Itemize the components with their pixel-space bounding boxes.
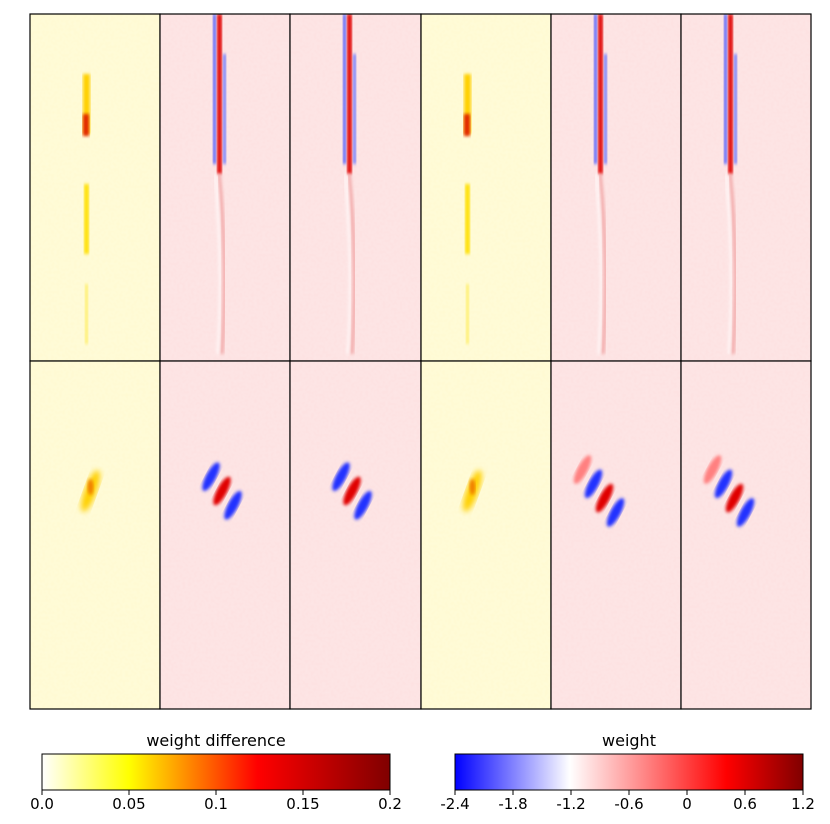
receptive-field [213, 14, 226, 355]
colorbar-tick-label: -1.8 [498, 795, 528, 813]
heatmap-panel-r1-c3 [289, 13, 422, 362]
heatmap-panel-r1-c1 [29, 13, 161, 362]
colorbar-tick-label: 0.1 [204, 795, 228, 813]
panel-grid [29, 13, 812, 710]
colorbar-difference [41, 753, 391, 795]
receptive-field [703, 455, 755, 527]
heatmap-panel-r2-c5 [550, 360, 682, 710]
panel-noise [30, 361, 160, 709]
receptive-field [83, 74, 90, 344]
colorbar-tick-label: 0.0 [30, 795, 54, 813]
heatmap-panel-r1-c5 [550, 13, 682, 362]
panel-noise [290, 361, 421, 709]
colorbar-title-weight: weight [602, 731, 656, 750]
colorbar-tick-label: 0.6 [733, 795, 757, 813]
panel-noise [421, 14, 551, 361]
receptive-field [332, 462, 372, 520]
panel-noise [681, 14, 811, 361]
colorbar-tick-label: -1.2 [556, 795, 586, 813]
heatmap-panel-r1-c4 [420, 13, 552, 362]
panel-noise [551, 14, 681, 361]
panel-noise [30, 14, 160, 361]
panel-border [680, 360, 812, 710]
receptive-field [464, 74, 471, 344]
receptive-field [81, 470, 100, 512]
heatmap-panel-r2-c2 [159, 360, 291, 710]
heatmap-panel-r2-c4 [420, 360, 552, 710]
colorbar-tick-label: 1.2 [791, 795, 815, 813]
heatmap-panel-r2-c3 [289, 360, 422, 710]
colorbar-gradient [454, 753, 804, 791]
colorbar-tick-label: 0.15 [286, 795, 320, 813]
heatmap-panel-r2-c6 [680, 360, 812, 710]
receptive-field [724, 14, 737, 355]
receptive-field [343, 14, 356, 355]
receptive-field [202, 462, 242, 520]
heatmap-panel-r2-c1 [29, 360, 161, 710]
panel-noise [421, 361, 551, 709]
colorbar-tick-label: -2.4 [440, 795, 470, 813]
colorbar-tick-label: 0.05 [112, 795, 146, 813]
colorbar-tick-label: 0 [682, 795, 692, 813]
heatmap-panel-r1-c2 [159, 13, 291, 362]
receptive-field [462, 470, 482, 512]
colorbar-gradient [41, 753, 391, 791]
colorbar-weight [454, 753, 804, 795]
colorbars [41, 753, 804, 795]
receptive-field [573, 455, 625, 527]
colorbar-tick-label: -0.6 [614, 795, 644, 813]
receptive-field [594, 14, 607, 355]
colorbar-title-difference: weight difference [146, 731, 286, 750]
colorbar-tick-label: 0.2 [378, 795, 402, 813]
panel-noise [160, 361, 290, 709]
panel-noise [551, 361, 681, 709]
heatmap-panel-r1-c6 [680, 13, 812, 362]
panel-noise [681, 361, 811, 709]
